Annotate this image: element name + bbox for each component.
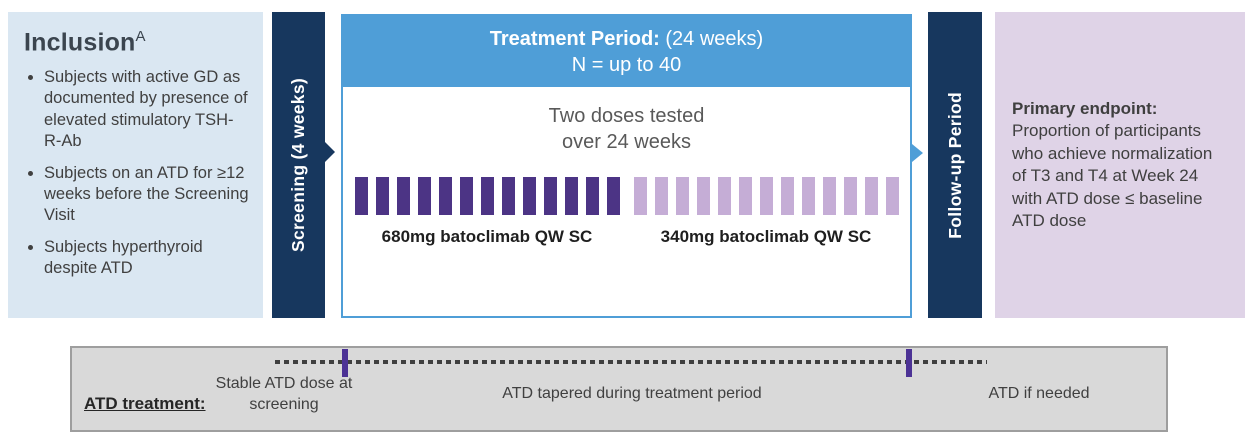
dose-bar (375, 177, 389, 215)
inclusion-criterion: Subjects with active GD as documented by… (44, 67, 249, 151)
atd-timeline-dotted-line (275, 360, 987, 364)
primary-endpoint-title: Primary endpoint: (1012, 99, 1158, 118)
dose-bar (606, 177, 620, 215)
dose-bar (543, 177, 557, 215)
dose-bar (801, 177, 815, 215)
screening-arrow-icon (325, 142, 335, 162)
followup-period-label: Follow-up Period (944, 91, 965, 239)
dose-bar (654, 177, 668, 215)
atd-phase-tapered: ATD tapered during treatment period (502, 385, 762, 402)
dose-bar (633, 177, 647, 215)
treatment-subtitle-line2: over 24 weeks (562, 131, 691, 153)
dose-bar (717, 177, 731, 215)
inclusion-panel: InclusionA Subjects with active GD as do… (8, 12, 263, 318)
dose-bar (459, 177, 473, 215)
dose-bar (675, 177, 689, 215)
dose-bar (864, 177, 878, 215)
treatment-header-title: Treatment Period: (489, 28, 660, 50)
dose-bars-340mg (633, 177, 899, 215)
screening-period-bar: Screening (4 weeks) (272, 12, 325, 318)
dose-bar (759, 177, 773, 215)
dose-bar (585, 177, 599, 215)
treatment-header-line1: Treatment Period: (24 weeks) (343, 26, 910, 52)
dose-bar (396, 177, 410, 215)
inclusion-title-superscript: A (135, 28, 146, 45)
inclusion-criterion: Subjects on an ATD for ≥12 weeks before … (44, 163, 249, 226)
treatment-subtitle: Two doses tested over 24 weeks (343, 103, 910, 155)
primary-endpoint-panel: Primary endpoint: Proportion of particip… (995, 12, 1245, 318)
inclusion-criteria-list: Subjects with active GD as documented by… (24, 67, 249, 279)
treatment-subtitle-line1: Two doses tested (548, 105, 705, 127)
dose-bar (885, 177, 899, 215)
dose-bar (780, 177, 794, 215)
dose-bar (501, 177, 515, 215)
dose-bars-680mg (354, 177, 620, 215)
treatment-period-box: Treatment Period: (24 weeks) N = up to 4… (341, 14, 912, 318)
dose-bar (564, 177, 578, 215)
dose-bar (822, 177, 836, 215)
screening-period-label: Screening (4 weeks) (288, 78, 308, 252)
atd-treatment-panel: ATD treatment: Stable ATD dose at screen… (70, 346, 1168, 432)
inclusion-title: InclusionA (24, 28, 249, 57)
dose-area: 680mg batoclimab QW SC 340mg batoclimab … (343, 177, 910, 247)
dose-bar (417, 177, 431, 215)
dose-group-680mg: 680mg batoclimab QW SC (354, 177, 620, 247)
dose-label-340mg: 340mg batoclimab QW SC (660, 227, 872, 246)
dose-bar (438, 177, 452, 215)
treatment-to-followup-arrow-icon (912, 144, 923, 162)
atd-phase-screening: Stable ATD dose at screening (215, 375, 353, 413)
treatment-header-line2: N = up to 40 (571, 54, 682, 76)
atd-timeline-tick-1 (342, 349, 348, 377)
dose-bar (354, 177, 368, 215)
dose-group-340mg: 340mg batoclimab QW SC (633, 177, 899, 247)
dose-label-680mg: 680mg batoclimab QW SC (381, 227, 593, 246)
inclusion-criterion: Subjects hyperthyroid despite ATD (44, 237, 249, 279)
dose-bar (522, 177, 536, 215)
primary-endpoint-text: Proportion of participants who achieve n… (1012, 121, 1213, 231)
dose-bar (696, 177, 710, 215)
inclusion-title-text: Inclusion (24, 28, 136, 57)
followup-period-bar: Follow-up Period (928, 12, 982, 318)
atd-phase-if-needed: ATD if needed (988, 385, 1090, 402)
dose-bar (738, 177, 752, 215)
atd-timeline-tick-2 (906, 349, 912, 377)
dose-bar (843, 177, 857, 215)
dose-bar (480, 177, 494, 215)
atd-treatment-label: ATD treatment: (84, 394, 206, 413)
treatment-header-duration: (24 weeks) (659, 28, 764, 50)
treatment-period-header: Treatment Period: (24 weeks) N = up to 4… (343, 16, 910, 87)
